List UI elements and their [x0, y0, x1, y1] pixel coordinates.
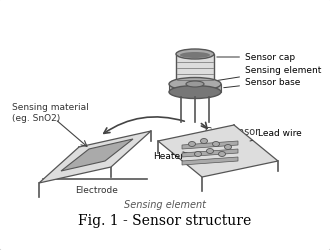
Text: Lead wire: Lead wire — [250, 129, 302, 141]
Ellipse shape — [218, 152, 225, 157]
Polygon shape — [61, 140, 133, 171]
Ellipse shape — [201, 139, 208, 144]
Ellipse shape — [176, 50, 214, 60]
Polygon shape — [39, 132, 151, 183]
Text: Sensing element: Sensing element — [217, 66, 321, 81]
Text: Sensor cap: Sensor cap — [217, 53, 295, 62]
Polygon shape — [182, 142, 238, 150]
Ellipse shape — [176, 80, 214, 90]
FancyBboxPatch shape — [176, 55, 214, 85]
Text: Heater: Heater — [153, 152, 187, 161]
Polygon shape — [182, 157, 238, 165]
Ellipse shape — [169, 78, 221, 91]
Polygon shape — [182, 150, 238, 157]
Ellipse shape — [180, 53, 210, 59]
Ellipse shape — [186, 82, 204, 88]
Polygon shape — [158, 126, 278, 177]
Text: Sensing material
(eg. SnO2): Sensing material (eg. SnO2) — [12, 102, 89, 122]
Text: Gas sensor: Gas sensor — [205, 126, 259, 136]
Text: Sensor base: Sensor base — [224, 78, 300, 88]
Text: Fig. 1 - Sensor structure: Fig. 1 - Sensor structure — [79, 213, 251, 227]
Ellipse shape — [207, 149, 214, 154]
Ellipse shape — [194, 152, 202, 157]
Text: Electrode: Electrode — [76, 185, 118, 194]
Ellipse shape — [224, 145, 232, 150]
Ellipse shape — [169, 86, 221, 99]
Ellipse shape — [188, 142, 195, 147]
Ellipse shape — [213, 142, 219, 147]
FancyBboxPatch shape — [169, 85, 221, 93]
Text: Sensing element: Sensing element — [124, 199, 206, 209]
